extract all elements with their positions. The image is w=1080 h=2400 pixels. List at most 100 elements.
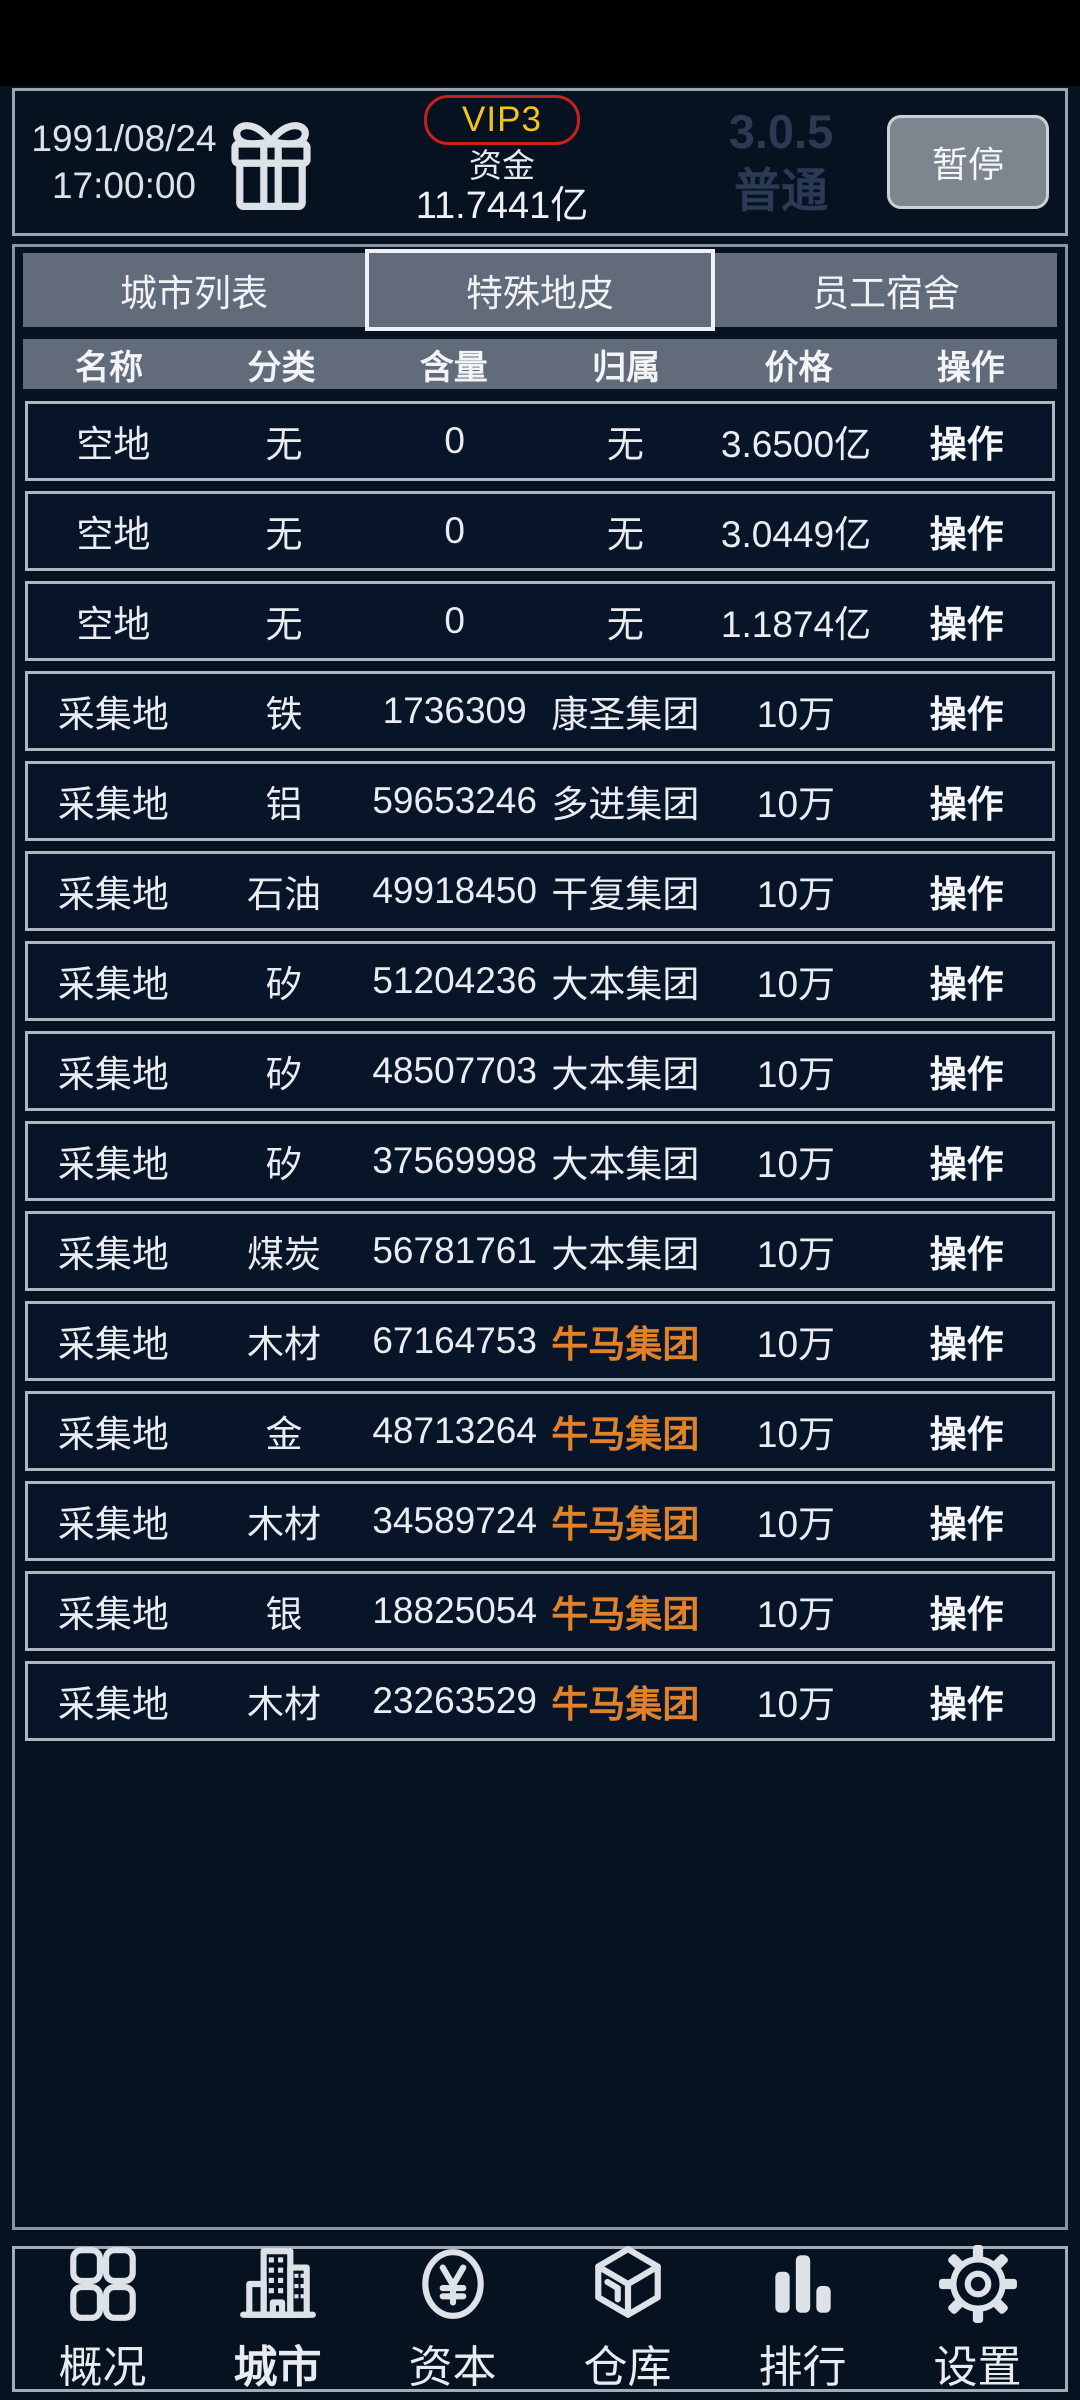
table-row: 采集地 铝 59653246 多进集团 10万 操作 — [25, 761, 1055, 841]
row-action-button[interactable]: 操作 — [929, 1684, 1004, 1725]
row-action-button[interactable]: 操作 — [929, 424, 1004, 465]
nav-item-overview[interactable]: 概况 — [15, 2243, 190, 2395]
nav-item-warehouse[interactable]: 仓库 — [540, 2243, 715, 2395]
top-bar: 1991/08/24 17:00:00 VIP3 资金 11.7441亿 3.0… — [12, 88, 1068, 236]
row-action-button[interactable]: 操作 — [929, 604, 1004, 645]
cube-icon — [594, 2246, 661, 2318]
row-action-button[interactable]: 操作 — [929, 694, 1004, 735]
row-price: 10万 — [756, 1504, 836, 1545]
table-row: 采集地 煤炭 56781761 大本集团 10万 操作 — [25, 1211, 1055, 1291]
row-price: 10万 — [756, 1054, 836, 1095]
gift-button[interactable] — [219, 110, 323, 214]
row-owner: 牛马集团 — [551, 1684, 700, 1725]
nav-label: 设置 — [933, 2343, 1022, 2392]
row-name: 空地 — [76, 424, 151, 465]
row-price: 10万 — [756, 694, 836, 735]
row-name: 采集地 — [57, 1414, 169, 1455]
nav-item-settings[interactable]: 设置 — [890, 2243, 1065, 2395]
row-owner: 牛马集团 — [551, 1414, 700, 1455]
buildings-icon — [239, 2248, 316, 2318]
nav-item-city[interactable]: 城市 — [190, 2243, 365, 2395]
bar-chart-icon — [774, 2255, 831, 2313]
column-header-owner: 归属 — [592, 348, 661, 387]
nav-label: 排行 — [758, 2343, 847, 2392]
row-action-button[interactable]: 操作 — [929, 1054, 1004, 1095]
table-row: 空地 无 0 无 3.0449亿 操作 — [25, 491, 1055, 571]
nav-label: 概况 — [58, 2343, 147, 2392]
row-category: 煤炭 — [246, 1234, 321, 1275]
row-price: 10万 — [756, 1684, 836, 1725]
row-owner: 无 — [606, 604, 644, 645]
row-category: 石油 — [246, 874, 321, 915]
row-amount: 48507703 — [372, 1050, 537, 1091]
table-row: 采集地 金 48713264 牛马集团 10万 操作 — [25, 1391, 1055, 1471]
row-category: 银 — [265, 1594, 303, 1635]
tab-staff-dorm[interactable]: 员工宿舍 — [812, 273, 960, 314]
row-amount: 34589724 — [372, 1500, 537, 1541]
row-action-button[interactable]: 操作 — [929, 1594, 1004, 1635]
row-owner: 大本集团 — [551, 964, 700, 1005]
row-amount: 51204236 — [372, 960, 537, 1001]
nav-item-capital[interactable]: 资本 — [365, 2243, 540, 2395]
row-name: 采集地 — [57, 1594, 169, 1635]
row-action-button[interactable]: 操作 — [929, 1324, 1004, 1365]
tab-city-list[interactable]: 城市列表 — [120, 273, 268, 314]
table-row: 采集地 木材 67164753 牛马集团 10万 操作 — [25, 1301, 1055, 1381]
table-row: 采集地 木材 23263529 牛马集团 10万 操作 — [25, 1661, 1055, 1741]
gift-icon — [231, 122, 311, 210]
row-owner: 多进集团 — [551, 784, 700, 825]
gear-icon — [938, 2245, 1017, 2323]
row-action-button[interactable]: 操作 — [929, 1414, 1004, 1455]
funds-label: 资金 — [469, 147, 535, 185]
game-date: 1991/08/24 — [31, 117, 217, 159]
row-owner: 牛马集团 — [551, 1324, 700, 1365]
tab-special-land[interactable]: 特殊地皮 — [365, 249, 715, 331]
row-category: 木材 — [246, 1324, 321, 1365]
table-row: 采集地 矽 51204236 大本集团 10万 操作 — [25, 941, 1055, 1021]
pause-button[interactable]: 暂停 — [887, 115, 1049, 209]
row-owner: 牛马集团 — [551, 1594, 700, 1635]
table-row: 采集地 矽 37569998 大本集团 10万 操作 — [25, 1121, 1055, 1201]
nav-label: 城市 — [233, 2343, 322, 2392]
row-amount: 1736309 — [382, 690, 527, 731]
row-owner: 大本集团 — [551, 1054, 700, 1095]
row-action-button[interactable]: 操作 — [929, 1144, 1004, 1185]
row-action-button[interactable]: 操作 — [929, 874, 1004, 915]
row-amount: 67164753 — [372, 1320, 537, 1361]
row-category: 矽 — [265, 1054, 303, 1095]
row-amount: 56781761 — [372, 1230, 537, 1271]
row-name: 采集地 — [57, 1324, 169, 1365]
row-action-button[interactable]: 操作 — [929, 1504, 1004, 1545]
row-price: 10万 — [756, 964, 836, 1005]
row-owner: 牛马集团 — [551, 1504, 700, 1545]
status-bar — [0, 0, 1080, 86]
row-name: 采集地 — [57, 1054, 169, 1095]
row-name: 空地 — [76, 604, 151, 645]
game-time: 17:00:00 — [51, 165, 197, 206]
column-header-amount: 含量 — [419, 348, 488, 387]
row-price: 10万 — [756, 1414, 836, 1455]
tab-bar: 城市列表 特殊地皮 员工宿舍 — [23, 249, 1057, 331]
row-action-button[interactable]: 操作 — [929, 964, 1004, 1005]
row-category: 木材 — [246, 1504, 321, 1545]
row-name: 采集地 — [57, 1684, 169, 1725]
row-category: 无 — [265, 514, 303, 555]
column-header-action: 操作 — [936, 348, 1005, 387]
vip-badge[interactable]: VIP3 — [424, 95, 580, 146]
row-action-button[interactable]: 操作 — [929, 784, 1004, 825]
row-action-button[interactable]: 操作 — [929, 1234, 1004, 1275]
row-name: 采集地 — [57, 964, 169, 1005]
row-price: 10万 — [756, 1594, 836, 1635]
row-amount: 23263529 — [372, 1680, 537, 1721]
row-category: 矽 — [265, 964, 303, 1005]
table-row: 采集地 石油 49918450 干复集团 10万 操作 — [25, 851, 1055, 931]
row-price: 10万 — [756, 784, 836, 825]
row-amount: 48713264 — [372, 1410, 537, 1451]
nav-item-ranking[interactable]: 排行 — [715, 2243, 890, 2395]
row-owner: 无 — [606, 424, 644, 465]
row-category: 无 — [265, 424, 303, 465]
row-name: 采集地 — [57, 1144, 169, 1185]
table-row: 采集地 银 18825054 牛马集团 10万 操作 — [25, 1571, 1055, 1651]
row-action-button[interactable]: 操作 — [929, 514, 1004, 555]
